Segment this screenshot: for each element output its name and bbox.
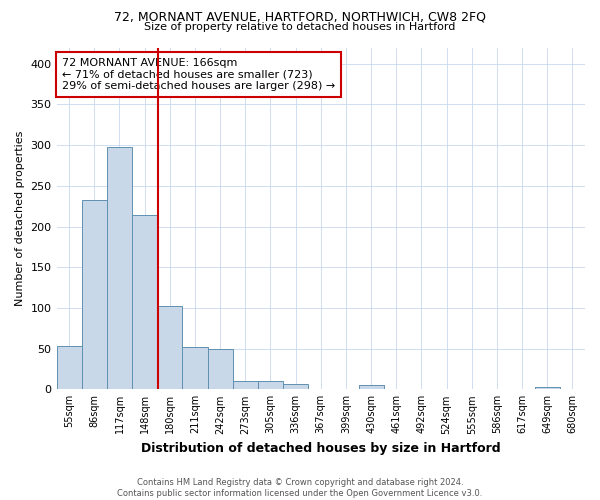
Bar	[359, 385, 383, 390]
Bar	[157, 306, 182, 390]
Text: 72, MORNANT AVENUE, HARTFORD, NORTHWICH, CW8 2FQ: 72, MORNANT AVENUE, HARTFORD, NORTHWICH,…	[114, 10, 486, 23]
Text: 72 MORNANT AVENUE: 166sqm
← 71% of detached houses are smaller (723)
29% of semi: 72 MORNANT AVENUE: 166sqm ← 71% of detac…	[62, 58, 335, 91]
Bar	[233, 381, 258, 390]
Bar	[208, 350, 233, 390]
Text: Size of property relative to detached houses in Hartford: Size of property relative to detached ho…	[145, 22, 455, 32]
Y-axis label: Number of detached properties: Number of detached properties	[15, 130, 25, 306]
Bar	[107, 147, 132, 390]
Bar	[258, 381, 283, 390]
Bar	[82, 200, 107, 390]
X-axis label: Distribution of detached houses by size in Hartford: Distribution of detached houses by size …	[141, 442, 500, 455]
Bar	[283, 384, 308, 390]
Bar	[182, 347, 208, 390]
Bar	[132, 215, 157, 390]
Text: Contains HM Land Registry data © Crown copyright and database right 2024.
Contai: Contains HM Land Registry data © Crown c…	[118, 478, 482, 498]
Bar	[535, 387, 560, 390]
Bar	[56, 346, 82, 390]
